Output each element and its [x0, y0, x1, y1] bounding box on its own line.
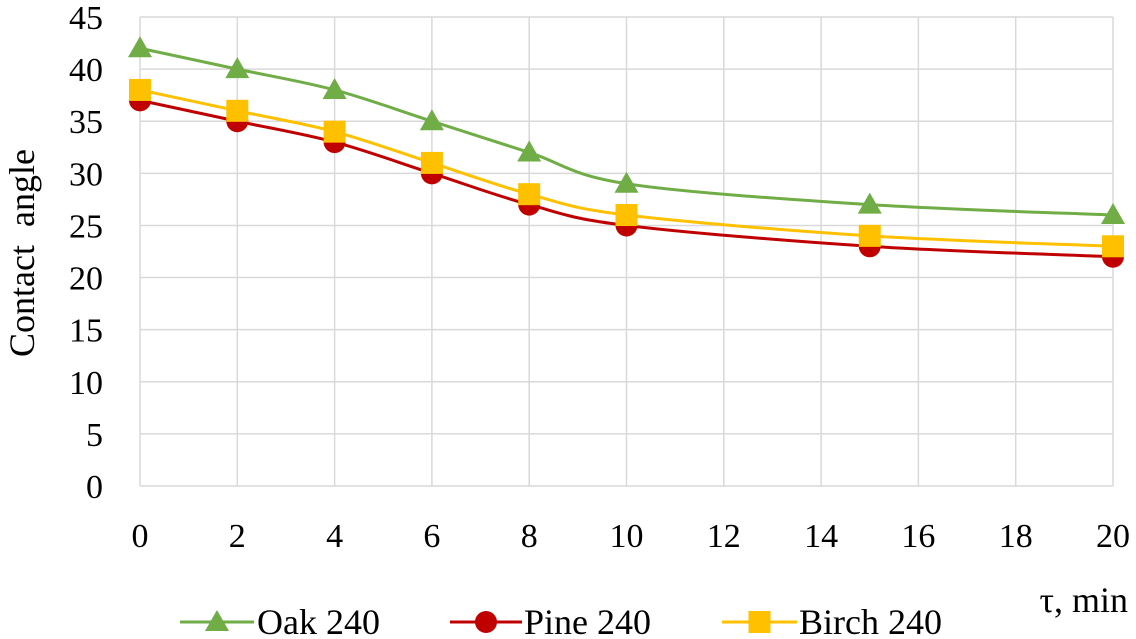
x-axis-ticks: 0 2 4 6 8 10 12 14 16 18 20 — [132, 518, 1131, 555]
x-tick-label: 8 — [521, 518, 538, 555]
y-tick-label: 40 — [69, 52, 103, 89]
x-tick-label: 20 — [1096, 518, 1130, 555]
y-axis-title: Contact angle — [2, 149, 42, 357]
y-tick-label: 5 — [86, 417, 103, 454]
x-tick-label: 2 — [229, 518, 246, 555]
y-tick-label: 15 — [69, 313, 103, 350]
x-tick-label: 12 — [707, 518, 741, 555]
data-point — [323, 120, 346, 143]
data-point — [322, 77, 347, 99]
series-group — [128, 36, 1125, 268]
y-tick-label: 10 — [69, 365, 103, 402]
data-point — [1101, 203, 1125, 225]
data-point — [225, 57, 250, 79]
y-tick-label: 20 — [69, 261, 103, 298]
data-point — [517, 140, 542, 162]
legend-marker — [205, 610, 229, 631]
legend-item-oak-240: Oak 240 — [180, 602, 380, 639]
y-tick-label: 30 — [69, 156, 103, 193]
data-point — [129, 78, 151, 101]
y-tick-label: 35 — [69, 104, 103, 141]
x-tick-label: 10 — [610, 518, 644, 555]
data-point — [420, 151, 443, 174]
data-point — [858, 224, 881, 247]
data-point — [857, 192, 882, 214]
y-tick-label: 25 — [69, 208, 103, 245]
legend-item-pine-240: Pine 240 — [450, 602, 651, 639]
legend-label: Birch 240 — [799, 602, 942, 639]
x-tick-label: 16 — [901, 518, 935, 555]
legend-marker — [475, 611, 497, 633]
series-birch-240 — [129, 78, 1124, 258]
data-point — [226, 99, 249, 122]
y-tick-label: 0 — [86, 469, 103, 506]
data-point — [614, 171, 639, 193]
data-point — [1102, 235, 1124, 258]
data-point — [128, 36, 152, 58]
x-tick-label: 6 — [423, 518, 440, 555]
data-point — [518, 183, 541, 206]
x-tick-label: 18 — [999, 518, 1033, 555]
x-tick-label: 14 — [804, 518, 838, 555]
y-axis-ticks: 0 5 10 15 20 25 30 35 40 45 — [69, 0, 103, 506]
data-point — [615, 204, 638, 227]
data-point — [419, 109, 444, 131]
legend: Oak 240 Pine 240 Birch 240 — [180, 602, 942, 639]
legend-item-birch-240: Birch 240 — [722, 602, 942, 639]
legend-marker — [748, 611, 771, 633]
legend-label: Pine 240 — [524, 602, 651, 639]
x-tick-label: 0 — [132, 518, 149, 555]
y-tick-label: 45 — [69, 0, 103, 37]
legend-label: Oak 240 — [257, 602, 380, 639]
x-axis-title: τ, min — [1040, 580, 1128, 620]
series-oak-240 — [128, 36, 1125, 225]
x-tick-label: 4 — [326, 518, 343, 555]
